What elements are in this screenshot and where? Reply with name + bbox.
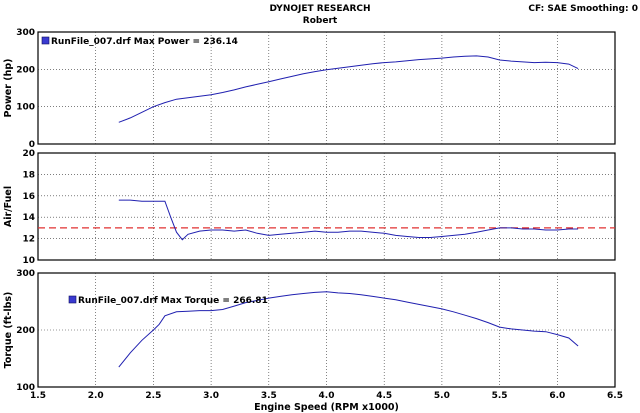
air-fuel-y-tick-label: 12 xyxy=(22,235,35,245)
x-tick-label: 5.5 xyxy=(492,391,508,401)
settings-readout: CF: SAE Smoothing: 0 xyxy=(528,4,638,14)
torque-y-tick-label: 100 xyxy=(16,383,35,393)
torque-legend-label: RunFile_007.drf Max Torque = 266.81 xyxy=(78,296,268,306)
power-plot-area xyxy=(37,31,616,145)
air-fuel-y-tick-label: 20 xyxy=(22,149,35,159)
power-y-tick-label: 300 xyxy=(16,28,35,38)
torque-y-tick-label: 200 xyxy=(16,326,35,336)
x-tick-label: 1.5 xyxy=(30,391,46,401)
air-fuel-y-tick-label: 10 xyxy=(22,256,35,266)
x-tick-label: 3.5 xyxy=(261,391,277,401)
x-tick-label: 2.5 xyxy=(145,391,161,401)
power-y-tick-label: 100 xyxy=(16,103,35,113)
x-tick-label: 5.0 xyxy=(434,391,450,401)
chart-subtitle: Robert xyxy=(303,16,338,26)
x-tick-label: 3.0 xyxy=(203,391,219,401)
power-panel: 0 100 200 300 Power (hp) RunFile_007.drf Max … xyxy=(3,28,616,150)
air-fuel-y-tick-label: 16 xyxy=(22,192,35,202)
power-y-axis-label: Power (hp) xyxy=(3,59,14,118)
air-fuel-panel: 10 12 14 16 18 20 Air/Fuel xyxy=(3,149,616,266)
x-tick-label: 6.0 xyxy=(549,391,565,401)
air-fuel-y-tick-label: 18 xyxy=(22,170,35,180)
power-y-tick-label: 0 xyxy=(29,140,35,150)
air-fuel-y-axis-label: Air/Fuel xyxy=(3,186,14,227)
air-fuel-y-tick-label: 14 xyxy=(22,213,35,223)
air-fuel-series-line xyxy=(118,199,579,241)
x-tick-label: 4.0 xyxy=(319,391,335,401)
torque-series-line xyxy=(118,291,579,368)
torque-legend-swatch xyxy=(68,295,77,304)
power-legend-swatch xyxy=(41,36,50,45)
power-series-line xyxy=(118,55,579,123)
torque-y-axis-label: Torque (ft-lbs) xyxy=(3,292,14,369)
power-y-tick-label: 200 xyxy=(16,65,35,75)
torque-panel: 100 200 300 Torque (ft-lbs) RunFile_007.drf … xyxy=(3,269,623,413)
x-tick-label: 6.5 xyxy=(607,391,623,401)
x-axis-label: Engine Speed (RPM x1000) xyxy=(254,402,399,413)
torque-y-tick-label: 300 xyxy=(16,269,35,279)
chart-title: DYNOJET RESEARCH xyxy=(269,4,370,14)
power-legend-label: RunFile_007.drf Max Power = 236.14 xyxy=(51,37,238,47)
air-fuel-plot-area xyxy=(37,152,616,261)
x-tick-label: 2.0 xyxy=(88,391,104,401)
x-tick-label: 4.5 xyxy=(376,391,392,401)
